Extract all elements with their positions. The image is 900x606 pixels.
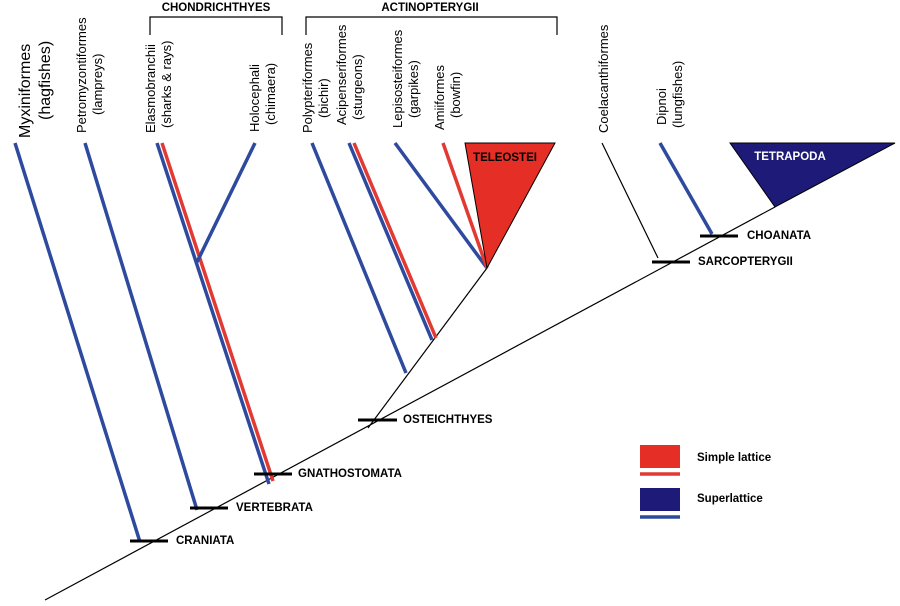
taxon-name: Holocephali xyxy=(247,64,262,132)
node-label: CHOANATA xyxy=(747,230,811,242)
branch xyxy=(658,142,714,235)
clade-triangle xyxy=(464,142,556,270)
legend-swatch xyxy=(640,445,680,468)
node-label: VERTEBRATA xyxy=(236,502,313,514)
branch xyxy=(160,142,275,482)
taxon-common: (lampreys) xyxy=(90,54,105,115)
taxon-name: Lepisosteiformes xyxy=(390,29,405,128)
branch xyxy=(83,142,199,511)
taxon-name: Myxiniformes xyxy=(17,44,34,138)
taxon-common: (bowfin) xyxy=(448,72,463,118)
taxon-name: Amiiformes xyxy=(432,64,447,130)
taxon-name: Acipenseriformes xyxy=(334,24,349,125)
legend-label: Simple lattice xyxy=(697,452,771,464)
taxon-name: Dipnoi xyxy=(654,88,669,125)
node-label: SARCOPTERYGII xyxy=(698,256,793,268)
branch xyxy=(155,142,271,485)
legend-swatch xyxy=(640,488,680,511)
branch xyxy=(310,142,408,374)
legend-label: Superlattice xyxy=(697,493,763,505)
taxon-common: (hagfishes) xyxy=(37,41,54,120)
branch xyxy=(13,142,142,543)
taxon-common: (bichir) xyxy=(316,78,331,118)
taxon-common: (sturgeons) xyxy=(350,54,365,120)
branch xyxy=(393,141,489,270)
bracket xyxy=(149,16,283,35)
taxon-common: (sharks & rays) xyxy=(159,41,174,128)
branch xyxy=(352,142,438,339)
branch xyxy=(195,142,257,263)
node-label: OSTEICHTHYES xyxy=(403,414,493,426)
node-label: CRANIATA xyxy=(176,535,234,547)
group-label: ACTINOPTERYGII xyxy=(381,2,478,14)
clade-label: TELEOSTEI xyxy=(473,152,537,164)
branch xyxy=(601,142,659,259)
taxon-common: (garpikes) xyxy=(406,60,421,118)
branch xyxy=(441,142,489,269)
taxon-name: Elasmobranchii xyxy=(143,44,158,133)
trunk xyxy=(44,206,776,601)
bracket xyxy=(305,16,558,35)
taxon-common: (lungfishes) xyxy=(670,61,685,128)
branch xyxy=(347,142,434,341)
clade-label: TETRAPODA xyxy=(754,151,826,163)
branch xyxy=(367,267,488,429)
group-label: CHONDRICHTHYES xyxy=(162,2,271,14)
taxon-name: Polypteriformes xyxy=(300,42,315,133)
taxon-name: Petromyzontiformes xyxy=(74,17,89,133)
taxon-name: Coelacanthiformes xyxy=(596,24,611,133)
node-label: GNATHOSTOMATA xyxy=(298,468,402,480)
taxon-common: (chimaera) xyxy=(263,63,278,125)
clade-triangle xyxy=(729,142,896,208)
